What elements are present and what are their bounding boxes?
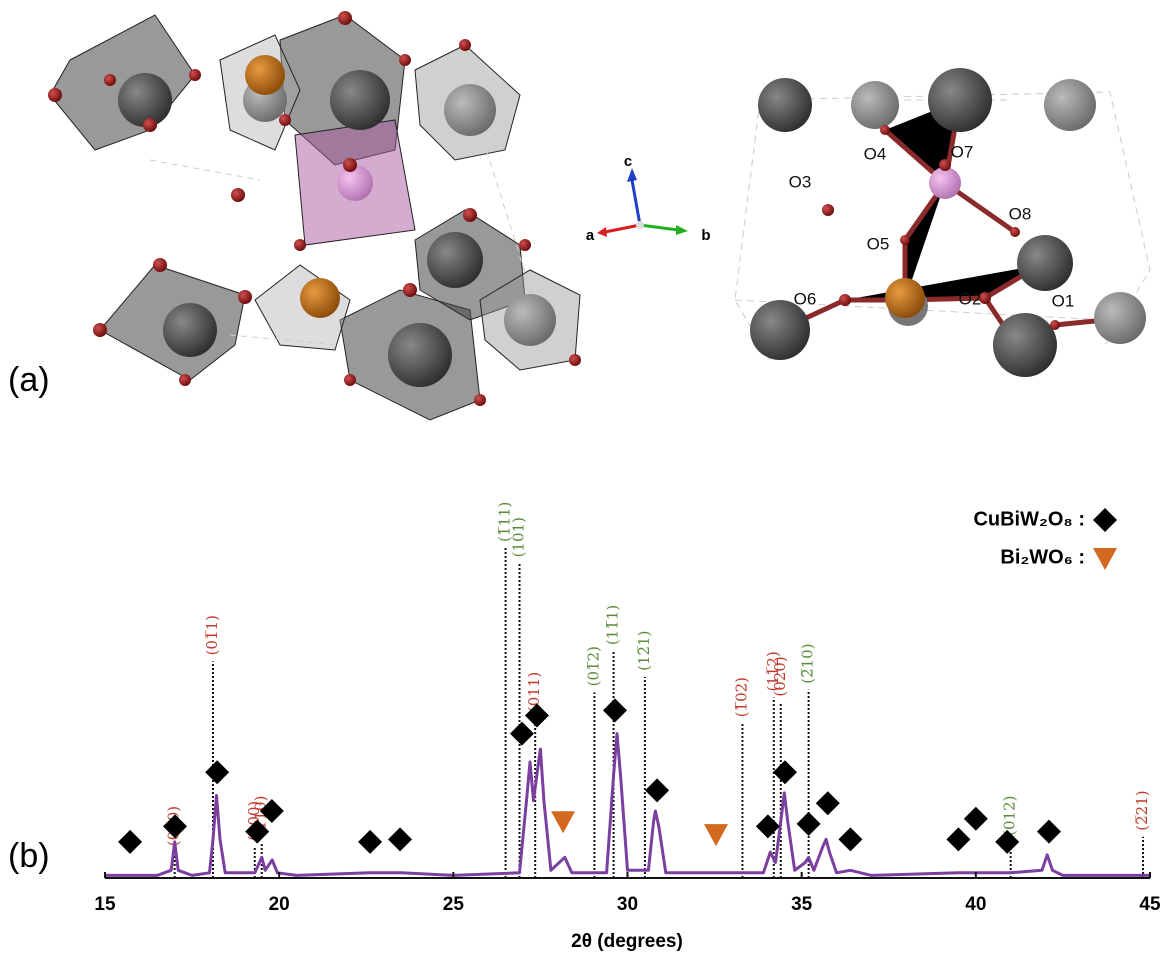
atom-label: O8 [1009, 204, 1032, 223]
reflection-label: (12̅1) [635, 631, 653, 671]
axis-label-a: a [586, 227, 595, 244]
atom-label: O4 [864, 144, 887, 163]
reflection-label: (012) [1001, 796, 1019, 836]
structure-right [735, 68, 1150, 377]
reflection-label: (11̅1) [604, 605, 622, 645]
atom-label: O3 [789, 172, 812, 191]
reflection-label: (020) [771, 656, 789, 696]
legend-label: CuBiW₂O₈ : [973, 508, 1085, 530]
marker-diamond [816, 791, 840, 815]
legend-label: Bi₂WO₆ : [1000, 546, 1085, 568]
marker-triangle [704, 824, 728, 846]
marker-diamond [358, 830, 382, 854]
x-tick-label: 45 [1139, 894, 1161, 915]
atom-label: O5 [867, 234, 890, 253]
marker-diamond [964, 807, 988, 831]
panel-label: (a) [8, 361, 50, 399]
reflection-label: (2̅21) [1133, 790, 1151, 830]
marker-diamond [838, 827, 862, 851]
structure-left [48, 11, 581, 420]
atom-label: O2 [959, 289, 982, 308]
atom-label: O7 [951, 142, 974, 161]
atom-label: O6 [794, 289, 817, 308]
marker-diamond [205, 760, 229, 784]
marker-diamond [510, 722, 534, 746]
reflection-label: (011) [525, 672, 543, 712]
marker-diamond [1037, 820, 1061, 844]
axis-label-b: b [701, 227, 710, 244]
x-tick-label: 30 [617, 894, 638, 915]
marker-triangle [551, 811, 575, 833]
marker-diamond [773, 760, 797, 784]
marker-diamond [946, 827, 970, 851]
x-tick-label: 15 [94, 894, 116, 915]
x-tick-label: 20 [269, 894, 290, 915]
reflection-label: (01̅1) [203, 615, 221, 655]
reflection-label: (2̅10) [799, 643, 817, 683]
legend-marker [1093, 508, 1117, 532]
marker-diamond [756, 814, 780, 838]
reflection-label: (01̅2) [584, 646, 602, 686]
x-tick-label: 40 [965, 894, 986, 915]
marker-diamond [388, 827, 412, 851]
marker-diamond [118, 830, 142, 854]
atom-label: O1 [1052, 291, 1075, 310]
marker-diamond [645, 778, 669, 802]
marker-diamond [797, 812, 821, 836]
axes-triad [597, 168, 688, 237]
panel-label: (b) [8, 837, 50, 875]
x-tick-label: 25 [443, 894, 465, 915]
figure: c a b (a) (b) 2θ (degrees) O4 O7 O3 O8 O5 O2 O… [0, 0, 1169, 959]
reflection-label: (1̅02) [732, 677, 750, 717]
legend-marker [1093, 548, 1117, 570]
marker-diamond [603, 698, 627, 722]
axis-label-c: c [624, 153, 632, 170]
x-axis-label: 2θ (degrees) [571, 931, 683, 952]
x-tick-label: 35 [791, 894, 813, 915]
reflection-label: (101) [510, 517, 528, 557]
